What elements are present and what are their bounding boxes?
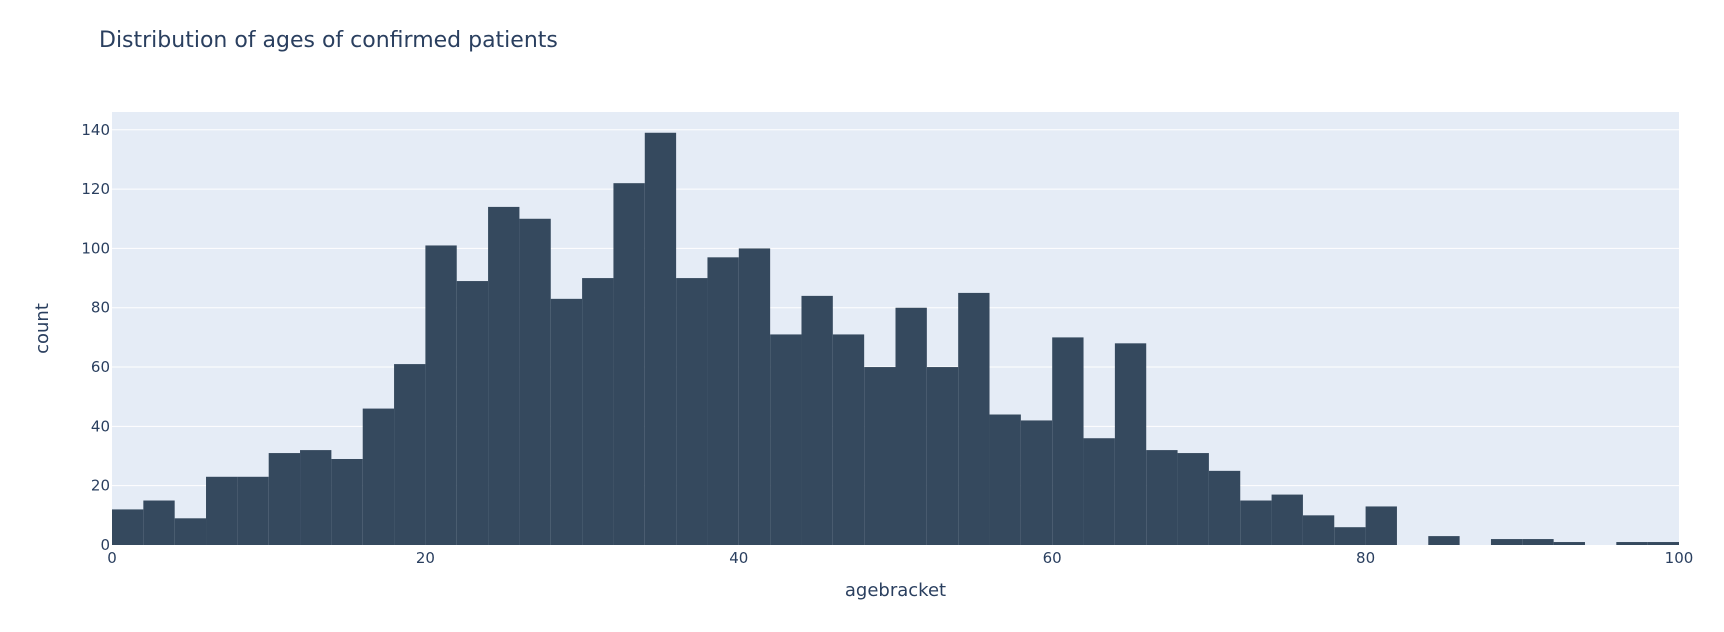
histogram-bar: [206, 476, 238, 545]
y-tick-label: 0: [100, 536, 110, 554]
histogram-bar: [1177, 453, 1209, 545]
histogram-bar: [738, 248, 771, 545]
histogram-bar: [1052, 337, 1084, 545]
histogram-bar: [1208, 470, 1241, 545]
x-tick-labels: 0 20 40 60 80 100: [107, 549, 1693, 567]
y-tick-label: 100: [81, 239, 110, 257]
histogram-bar: [1365, 506, 1397, 545]
histogram-bar: [1553, 542, 1585, 545]
histogram-bar: [613, 183, 645, 545]
y-tick-label: 80: [91, 299, 110, 317]
histogram-bar: [801, 295, 833, 545]
y-tick-label: 120: [81, 180, 110, 198]
histogram-bar: [237, 476, 269, 545]
y-tick-label: 20: [91, 477, 110, 495]
histogram-bar: [926, 367, 959, 545]
y-tick-label: 140: [81, 121, 110, 139]
chart-title: Distribution of ages of confirmed patien…: [99, 28, 558, 53]
histogram-bar: [1146, 450, 1178, 545]
histogram-bar: [425, 245, 457, 545]
x-axis-title: agebracket: [845, 580, 946, 601]
histogram-bar: [676, 278, 708, 545]
histogram-bar: [1490, 539, 1523, 545]
x-tick-label: 40: [729, 549, 748, 567]
histogram-bar: [1302, 515, 1335, 545]
histogram-bar: [394, 364, 426, 545]
bars: [112, 132, 1679, 546]
histogram-bar: [864, 367, 896, 545]
histogram-bar: [989, 414, 1021, 545]
histogram-bar: [519, 218, 551, 545]
histogram-bar: [362, 408, 395, 545]
y-tick-labels: 0 20 40 60 80 100 120 140: [81, 121, 110, 554]
histogram-bar: [1240, 500, 1272, 545]
x-tick-label: 20: [416, 549, 435, 567]
histogram-bar: [1114, 343, 1147, 545]
histogram-bar: [958, 292, 990, 545]
histogram-bar: [112, 509, 144, 545]
histogram-bar: [1271, 494, 1303, 545]
histogram-bar: [1334, 527, 1366, 545]
histogram-bar: [832, 334, 865, 545]
histogram-bar: [268, 453, 301, 545]
histogram-bar: [1647, 542, 1679, 545]
histogram-bar: [1083, 438, 1115, 545]
histogram-bar: [770, 334, 802, 545]
histogram-bar: [488, 206, 520, 545]
histogram-bar: [550, 298, 583, 545]
histogram-bar: [456, 281, 489, 545]
histogram-bar: [143, 500, 175, 545]
x-tick-label: 60: [1043, 549, 1062, 567]
histogram-bar: [300, 450, 332, 545]
histogram-bar: [174, 518, 207, 545]
y-tick-label: 40: [91, 417, 110, 435]
y-tick-label: 60: [91, 358, 110, 376]
histogram-bar: [707, 257, 739, 545]
histogram-bar: [331, 458, 363, 545]
histogram-bar: [1020, 420, 1053, 545]
histogram-bar: [582, 278, 614, 545]
x-tick-label: 100: [1665, 549, 1694, 567]
y-axis-title: count: [32, 303, 53, 354]
histogram-bar: [1428, 536, 1460, 545]
histogram-bar: [1522, 539, 1554, 545]
x-tick-label: 80: [1356, 549, 1375, 567]
x-tick-label: 0: [107, 549, 117, 567]
histogram-bar: [1616, 542, 1648, 545]
histogram-bar: [644, 132, 677, 546]
histogram-bar: [895, 307, 927, 545]
